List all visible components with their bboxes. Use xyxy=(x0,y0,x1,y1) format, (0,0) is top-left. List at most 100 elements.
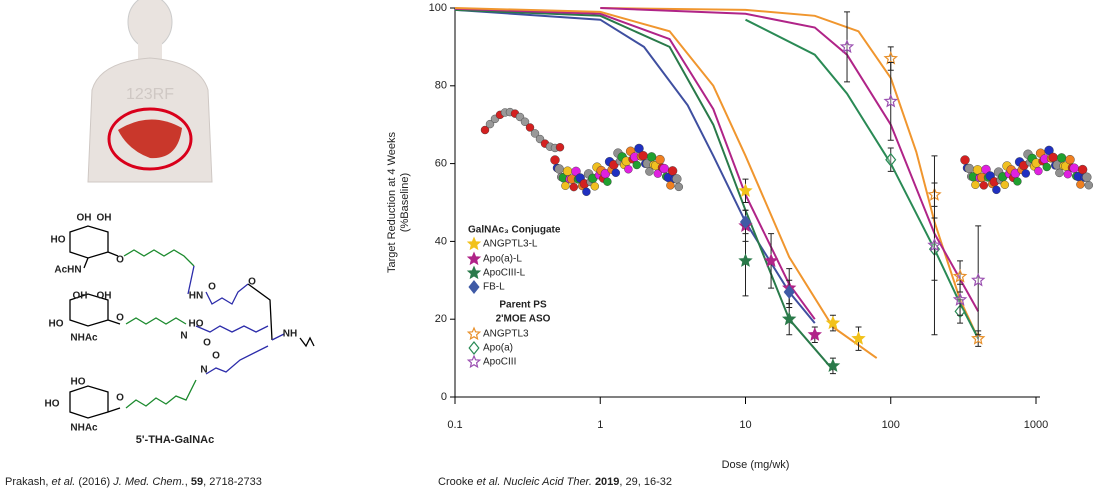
data-point xyxy=(738,183,753,197)
atom xyxy=(672,174,682,184)
body-illustration: 123RF xyxy=(87,0,213,183)
atom xyxy=(653,169,662,178)
atom xyxy=(992,185,1001,195)
y-tick-label: 0 xyxy=(441,391,447,403)
legend-marker xyxy=(466,265,482,280)
plot: 0 20 40 60 80 100 0.1 1 10 100 1000 Dose (mg/wk) Tar… xyxy=(386,2,1048,471)
atom xyxy=(554,164,564,174)
atom xyxy=(964,163,974,174)
fit-curve xyxy=(454,8,816,324)
caption-left: Prakash, et al. (2016) J. Med. Chem., 59… xyxy=(5,476,262,488)
atom-label: HO xyxy=(71,377,86,388)
atom xyxy=(530,129,540,138)
atom xyxy=(645,167,654,176)
atom xyxy=(520,117,530,126)
atom xyxy=(1065,154,1075,165)
data-point xyxy=(739,214,752,229)
atom-label: OH xyxy=(97,213,112,224)
legend-label: FB-L xyxy=(483,282,505,293)
atom xyxy=(561,181,570,190)
atom xyxy=(674,182,683,192)
atom xyxy=(525,123,535,132)
structure-name: 5'-THA-GalNAc xyxy=(136,434,214,446)
atom xyxy=(666,181,675,190)
atom xyxy=(659,163,669,174)
atom-label: OH xyxy=(97,291,112,302)
y-tick-label: 40 xyxy=(435,235,447,247)
atom-label: HO xyxy=(49,319,64,330)
error-bar xyxy=(844,11,851,83)
atom xyxy=(582,187,591,197)
y-tick-label: 100 xyxy=(429,2,447,14)
error-bar xyxy=(887,147,894,172)
atom-label: O xyxy=(116,255,124,266)
data-point xyxy=(851,331,866,345)
error-bar xyxy=(957,283,964,316)
atom-label: NH xyxy=(283,329,297,340)
molecule-renderings xyxy=(480,107,1093,197)
atom-label: HO xyxy=(51,235,66,246)
x-tick-label: 1000 xyxy=(1024,419,1048,431)
legend-label: ApoCIII-L xyxy=(483,268,526,279)
data-point xyxy=(883,51,899,65)
atom xyxy=(667,166,678,176)
legend-title: 2'MOE ASO xyxy=(496,314,551,325)
data-point xyxy=(763,253,779,267)
atom-label: HO xyxy=(45,399,60,410)
atom-label: O xyxy=(208,282,216,293)
legend-marker xyxy=(466,236,482,251)
legend-label: ApoCIII xyxy=(483,357,516,368)
fit-curve xyxy=(454,7,878,359)
x-tick-label: 100 xyxy=(882,419,900,431)
watermark: 123RF xyxy=(126,86,174,103)
data-point xyxy=(883,93,899,108)
legend-title: GalNAc₃ Conjugate xyxy=(468,225,561,236)
atom xyxy=(603,177,612,186)
atom-label: NHAc xyxy=(70,423,98,434)
error-bar xyxy=(975,225,982,336)
data-point xyxy=(927,237,942,252)
y-tick-label: 20 xyxy=(435,313,447,325)
atom xyxy=(562,166,573,176)
legend-label: Apo(a) xyxy=(483,343,513,354)
atom xyxy=(485,119,495,129)
legend-marker xyxy=(466,251,482,266)
data-point xyxy=(952,292,968,306)
atom-label: N xyxy=(200,365,207,376)
x-tick-label: 10 xyxy=(739,419,751,431)
legend-title: Parent PS xyxy=(499,300,547,311)
atom-label: HO xyxy=(189,319,204,330)
y-tick-label: 60 xyxy=(435,158,447,170)
atom xyxy=(960,155,970,165)
atom-label: HN xyxy=(189,291,203,302)
structure-bonds xyxy=(69,225,315,419)
x-tick-label: 0.1 xyxy=(447,419,462,431)
atom xyxy=(971,180,980,189)
caption-right: Crooke et al. Nucleic Acid Ther. 2019, 2… xyxy=(438,476,672,488)
data-point xyxy=(952,268,968,283)
data-point xyxy=(781,311,797,326)
data-point xyxy=(825,315,841,330)
atom-label: OH xyxy=(73,291,88,302)
atom xyxy=(1000,180,1009,189)
atom-label: O xyxy=(203,338,211,349)
data-point xyxy=(807,327,822,341)
atom xyxy=(1055,168,1064,178)
x-axis-label: Dose (mg/wk) xyxy=(722,459,790,471)
atom xyxy=(638,150,648,161)
legend-marker xyxy=(468,280,480,294)
legend-marker xyxy=(466,326,482,341)
data-point xyxy=(825,358,841,372)
error-bar xyxy=(931,155,938,336)
atom xyxy=(979,181,988,190)
data-point xyxy=(971,272,986,287)
atom xyxy=(1069,163,1079,173)
y-tick-label: 80 xyxy=(435,80,447,92)
atom xyxy=(569,182,578,192)
atom xyxy=(1042,162,1052,172)
atom xyxy=(632,160,641,170)
fit-curve xyxy=(745,18,980,340)
atom xyxy=(1013,177,1022,186)
